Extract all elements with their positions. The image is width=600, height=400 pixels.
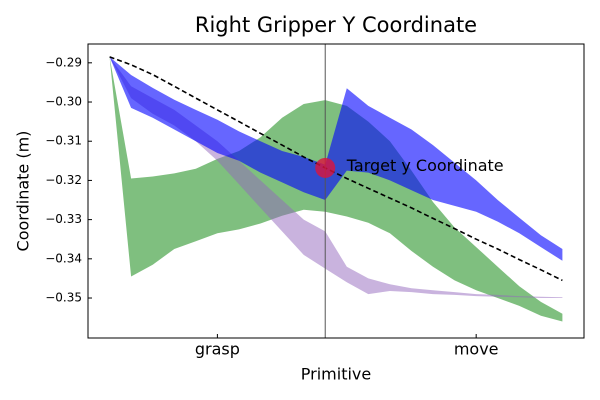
x-axis-label: Primitive — [301, 365, 371, 384]
band — [109, 56, 563, 299]
y-tick-label: −0.34 — [45, 251, 82, 265]
band — [109, 56, 563, 261]
annotation: Target y Coordinate — [346, 156, 504, 175]
y-tick-label: −0.35 — [45, 291, 82, 305]
y-tick-label: −0.30 — [45, 95, 82, 109]
plot-frame — [87, 43, 585, 339]
target-marker — [315, 157, 336, 178]
x-tick-label: grasp — [195, 340, 240, 359]
chart-title: Right Gripper Y Coordinate — [195, 13, 477, 37]
band — [109, 56, 563, 322]
x-tick-label: move — [454, 340, 499, 359]
target-line — [109, 56, 563, 282]
y-axis-label: Coordinate (m) — [14, 131, 33, 252]
y-tick-label: −0.29 — [45, 55, 82, 69]
y-tick-label: −0.31 — [45, 134, 82, 148]
y-tick-label: −0.33 — [45, 212, 82, 226]
y-tick-label: −0.32 — [45, 173, 82, 187]
